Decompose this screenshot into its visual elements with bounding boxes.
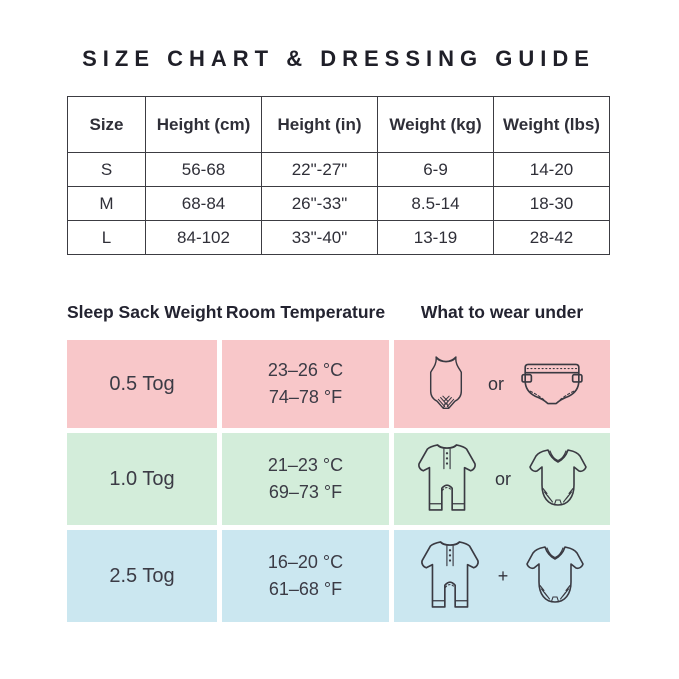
table-cell: 84-102 [145,220,262,255]
table-row-s: S 56-68 22"-27" 6-9 14-20 [67,152,610,187]
table-cell: S [67,152,146,187]
table-cell: 8.5-14 [377,186,494,221]
bodysuit-shortsleeve-icon [523,541,587,611]
wear-connector: + [497,565,509,586]
table-cell: 13-19 [377,220,494,255]
temp-fahrenheit: 61–68 °F [268,579,343,599]
size-table-header-row: Size Height (cm) Height (in) Weight (kg)… [67,96,610,153]
footed-sleeper-icon [417,536,483,616]
header-sleep-sack-weight: Sleep Sack Weight [67,302,223,322]
table-cell: 56-68 [145,152,262,187]
temperature-cell: 23–26 °C 74–78 °F [222,340,389,428]
tog-cell: 2.5 Tog [67,530,217,622]
page-title: SIZE CHART & DRESSING GUIDE [82,46,595,71]
dressing-guide-headers: Sleep Sack Weight Room Temperature What … [67,302,610,323]
wear-connector: or [494,468,511,489]
table-cell: 26"-33" [261,186,378,221]
size-table: Size Height (cm) Height (in) Weight (kg)… [67,96,610,255]
column-header-size: Size [67,96,146,153]
wear-connector: or [487,373,504,394]
table-cell: 28-42 [493,220,610,255]
dressing-guide-grid: 0.5 Tog 23–26 °C 74–78 °F or 1.0 Tog 21–… [67,340,610,622]
wear-cell: or [394,340,610,428]
table-row-m: M 68-84 26"-33" 8.5-14 18-30 [67,186,610,221]
column-header-height-in: Height (in) [261,96,378,153]
size-chart-page: SIZE CHART & DRESSING GUIDE Size Height … [0,46,679,679]
tog-cell: 0.5 Tog [67,340,217,428]
table-cell: 14-20 [493,152,610,187]
temp-fahrenheit: 69–73 °F [268,482,343,502]
table-cell: 18-30 [493,186,610,221]
footed-sleeper-icon [414,439,480,519]
bodysuit-shortsleeve-icon [526,444,590,514]
table-cell: 33"-40" [261,220,378,255]
temp-celsius: 21–23 °C [267,455,344,475]
temperature-cell: 21–23 °C 69–73 °F [222,433,389,525]
header-what-to-wear-under: What to wear under [420,302,584,322]
column-header-weight-kg: Weight (kg) [377,96,494,153]
wear-cell: + [394,530,610,622]
bodysuit-sleeveless-icon [419,347,473,421]
table-cell: 68-84 [145,186,262,221]
table-cell: L [67,220,146,255]
temp-celsius: 23–26 °C [267,360,344,380]
header-room-temperature: Room Temperature [225,302,386,322]
table-cell: 22"-27" [261,152,378,187]
table-cell: 6-9 [377,152,494,187]
column-header-height-cm: Height (cm) [145,96,262,153]
temperature-cell: 16–20 °C 61–68 °F [222,530,389,622]
diaper-icon [519,358,585,410]
temp-fahrenheit: 74–78 °F [268,387,343,407]
table-row-l: L 84-102 33"-40" 13-19 28-42 [67,220,610,255]
tog-cell: 1.0 Tog [67,433,217,525]
temp-celsius: 16–20 °C [267,552,344,572]
table-cell: M [67,186,146,221]
column-header-weight-lbs: Weight (lbs) [493,96,610,153]
wear-cell: or [394,433,610,525]
